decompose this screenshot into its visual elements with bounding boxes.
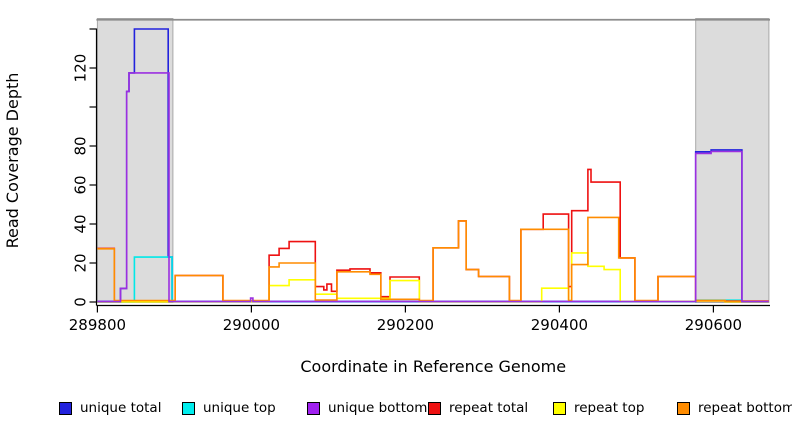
legend-swatch-icon bbox=[553, 401, 566, 415]
y-tick-label: 120 bbox=[72, 54, 90, 83]
legend-item: repeat total bbox=[428, 398, 528, 418]
legend-swatch-icon bbox=[182, 401, 195, 415]
legend-item: unique bottom bbox=[307, 398, 427, 418]
legend-swatch-icon bbox=[428, 401, 441, 415]
y-axis-title: Read Coverage Depth bbox=[3, 73, 22, 249]
x-axis-title: Coordinate in Reference Genome bbox=[300, 357, 566, 376]
legend-label: repeat top bbox=[574, 400, 645, 416]
y-tick-label: 80 bbox=[72, 136, 90, 155]
x-tick-label: 290000 bbox=[223, 316, 280, 334]
y-tick-label: 0 bbox=[72, 297, 90, 307]
legend-item: repeat top bbox=[553, 398, 644, 418]
y-tick-label: 40 bbox=[72, 214, 90, 233]
coverage-plot: 0 20 40 60 80 120 289800 290000 290200 290400 2906… bbox=[3, 18, 770, 376]
shaded-region bbox=[695, 18, 770, 303]
legend-item: unique total bbox=[59, 398, 161, 418]
legend-label: repeat bottom bbox=[698, 400, 792, 416]
y-tick-label: 20 bbox=[72, 253, 90, 272]
legend-label: unique total bbox=[80, 400, 162, 416]
legend: unique total unique top unique bottom repea… bbox=[0, 398, 792, 420]
x-tick-label: 290400 bbox=[531, 316, 588, 334]
y-tick-label: 60 bbox=[72, 175, 90, 194]
legend-label: repeat total bbox=[449, 400, 529, 416]
series-unique-bottom bbox=[97, 72, 769, 303]
x-tick-label: 290200 bbox=[377, 316, 434, 334]
series-repeat-bottom bbox=[97, 216, 769, 303]
x-tick-label: 290600 bbox=[685, 316, 742, 334]
x-tick-label: 289800 bbox=[69, 316, 126, 334]
legend-swatch-icon bbox=[59, 401, 72, 415]
legend-label: unique top bbox=[203, 400, 276, 416]
legend-swatch-icon bbox=[307, 401, 320, 415]
legend-item: unique top bbox=[182, 398, 276, 418]
legend-item: repeat bottom bbox=[677, 398, 792, 418]
legend-swatch-icon bbox=[677, 401, 690, 415]
legend-label: unique bottom bbox=[328, 400, 428, 416]
